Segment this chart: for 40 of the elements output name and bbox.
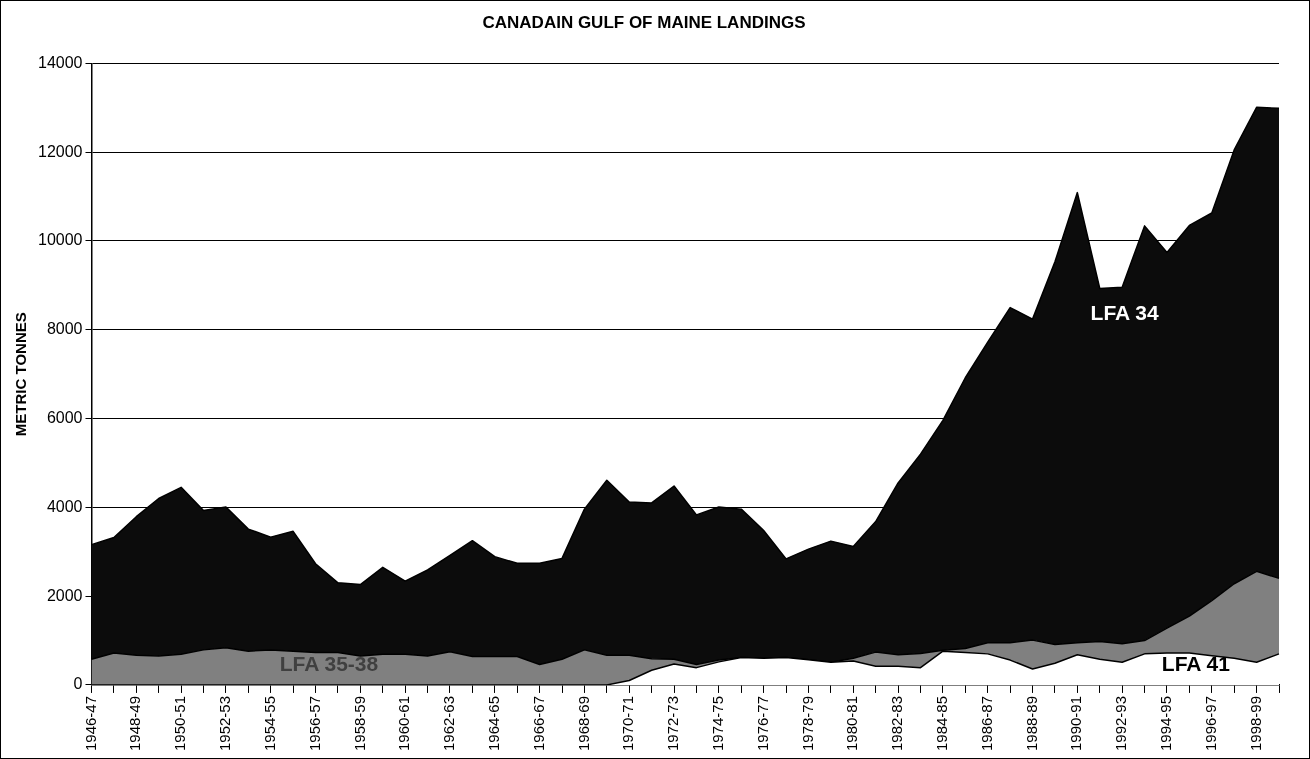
x-tick-label: 1996-97 — [1201, 695, 1219, 752]
y-tick-label: 8000 — [46, 320, 83, 338]
x-tick-label: 1956-57 — [305, 695, 323, 752]
chart-title: CANADAIN GULF OF MAINE LANDINGS — [482, 12, 806, 32]
x-tick-label: 1958-59 — [350, 695, 368, 752]
x-tick-label: 1976-77 — [753, 695, 771, 752]
series-label: LFA 34 — [1090, 300, 1159, 324]
y-tick-label: 6000 — [46, 408, 83, 426]
x-tick-label: 1980-81 — [843, 695, 861, 752]
x-tick-label: 1970-71 — [619, 695, 637, 752]
y-tick-label: 4000 — [46, 497, 83, 515]
x-tick-label: 1988-89 — [1022, 695, 1040, 752]
series-label: LFA 41 — [1161, 651, 1231, 675]
y-tick-label: 10000 — [37, 231, 83, 249]
y-tick-label: 2000 — [46, 586, 83, 604]
x-tick-label: 1992-93 — [1112, 695, 1130, 752]
series-label: LFA 35-38 — [279, 651, 379, 675]
x-tick-label: 1952-53 — [216, 695, 234, 752]
x-tick-label: 1954-55 — [260, 695, 278, 752]
y-axis-title: METRIC TONNES — [12, 312, 30, 437]
x-tick-label: 1968-69 — [574, 695, 592, 752]
x-tick-label: 1964-65 — [484, 695, 502, 752]
x-tick-label: 1946-47 — [81, 695, 99, 752]
x-tick-label: 1960-61 — [395, 695, 413, 752]
x-tick-label: 1998-99 — [1246, 695, 1264, 752]
x-tick-label: 1986-87 — [977, 695, 995, 752]
x-tick-label: 1982-83 — [888, 695, 906, 752]
x-tick-label: 1984-85 — [933, 695, 951, 752]
y-tick-label: 14000 — [37, 53, 83, 71]
x-tick-label: 1994-95 — [1157, 695, 1175, 752]
x-tick-label: 1966-67 — [529, 695, 547, 752]
x-tick-label: 1972-73 — [664, 695, 682, 752]
y-tick-label: 12000 — [37, 142, 83, 160]
x-tick-label: 1978-79 — [798, 695, 816, 752]
x-tick-label: 1962-63 — [440, 695, 458, 752]
x-tick-label: 1950-51 — [171, 695, 189, 752]
y-tick-label: 0 — [73, 675, 83, 693]
x-tick-label: 1948-49 — [126, 695, 144, 752]
x-tick-label: 1974-75 — [709, 695, 726, 752]
x-tick-label: 1990-91 — [1067, 695, 1085, 752]
